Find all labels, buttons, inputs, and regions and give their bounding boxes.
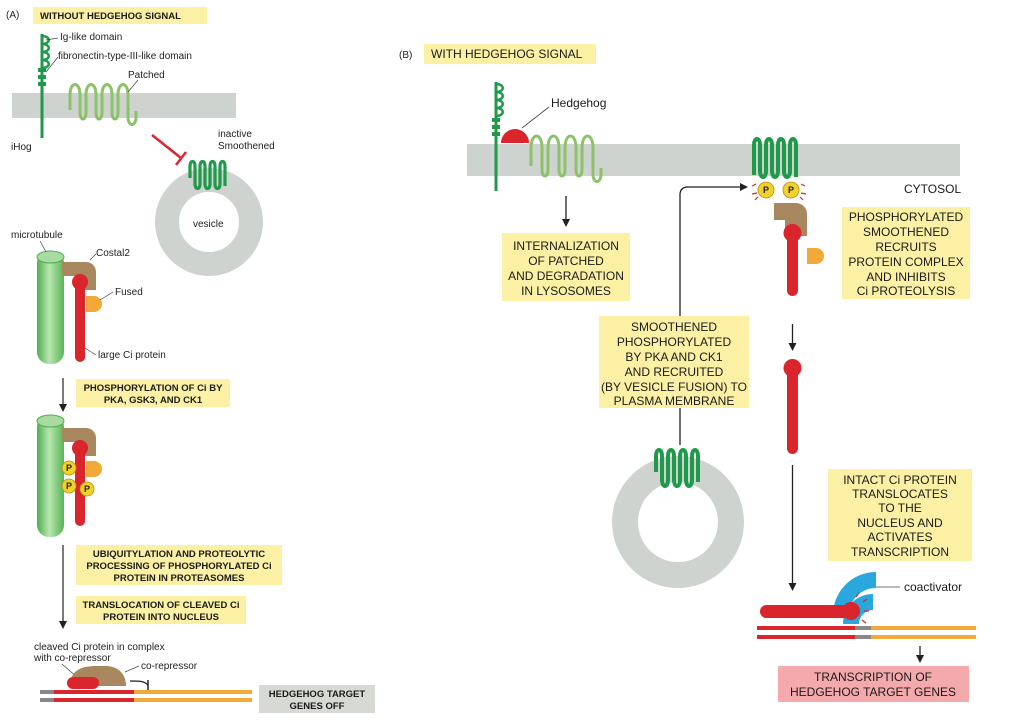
translocation-line-1: TRANSLOCATION OF CLEAVED Ci <box>83 600 240 611</box>
dna-a <box>40 690 252 702</box>
intact-ci-line-4: NUCLEUS AND <box>857 516 943 530</box>
active-smoothened-protein <box>752 137 798 179</box>
panel-b: (B) WITH HEDGEHOG SIGNAL CYTOSOL Hedgeho… <box>399 44 976 702</box>
dna-b <box>757 626 976 639</box>
ihog-receptor <box>38 34 50 138</box>
recruits-line-6: Ci PROTEOLYSIS <box>857 284 955 298</box>
large-ci-label: large Ci protein <box>98 350 166 361</box>
fused-protein-b <box>807 248 824 264</box>
recruits-line-5: AND INHIBITS <box>866 270 945 284</box>
translocation-line-2: PROTEIN INTO NUCLEUS <box>103 612 219 623</box>
panel-b-title: WITH HEDGEHOG SIGNAL <box>431 47 583 61</box>
patched-label-a: Patched <box>128 70 165 81</box>
genes-off-line-1: HEDGEHOG TARGET <box>269 689 366 700</box>
plasma-membrane-a <box>12 93 236 118</box>
hedgehog-ligand <box>501 129 529 143</box>
ci-activator-protein <box>760 605 856 618</box>
costal2-label: Costal2 <box>96 248 130 259</box>
fused-protein-2 <box>86 461 102 477</box>
cleaved-ci-label-2: with co-repressor <box>33 653 111 664</box>
patched-protein-a <box>68 83 138 126</box>
intact-ci-line-3: TO THE <box>878 501 922 515</box>
intact-ci-protein-2 <box>787 364 798 454</box>
smoothened-phos-line-6: PLASMA MEMBRANE <box>614 394 735 408</box>
microtubule-label: microtubule <box>11 230 63 241</box>
svg-text:P: P <box>84 484 90 494</box>
large-ci-protein <box>75 278 85 362</box>
smoothened-phos-line-1: SMOOTHENED <box>631 320 717 334</box>
svg-text:P: P <box>763 185 769 195</box>
recruits-line-3: RECRUITS <box>875 240 936 254</box>
internalization-line-2: OF PATCHED <box>528 254 604 268</box>
smoothened-phos-line-4: AND RECRUITED <box>625 365 724 379</box>
inactive-label: inactive <box>218 129 252 140</box>
ubiquitylation-line-2: PROCESSING OF PHOSPHORYLATED Ci <box>86 561 271 572</box>
phospho-group-b: P P <box>751 181 807 201</box>
intact-ci-protein-1 <box>787 229 798 296</box>
patched-protein-b <box>529 134 603 183</box>
ubiquitylation-line-1: UBIQUITYLATION AND PROTEOLYTIC <box>93 549 265 560</box>
ubiquitylation-step-box <box>76 545 282 585</box>
transcription-box <box>778 666 969 702</box>
panel-a-title: WITHOUT HEDGEHOG SIGNAL <box>40 11 181 22</box>
intact-ci-line-5: ACTIVATES <box>868 530 933 544</box>
smoothened-phos-line-5: (BY VESICLE FUSION) TO <box>601 380 747 394</box>
cleaved-ci-protein <box>67 677 99 689</box>
transcription-line-2: HEDGEHOG TARGET GENES <box>790 685 956 699</box>
cleaved-ci-label-1: cleaved Ci protein in complex <box>34 642 165 653</box>
ig-like-label: Ig-like domain <box>60 32 122 43</box>
intact-ci-line-2: TRANSLOCATES <box>852 487 948 501</box>
internalization-line-3: AND DEGRADATION <box>508 269 624 283</box>
panel-b-letter: (B) <box>399 50 412 61</box>
svg-text:P: P <box>66 463 72 473</box>
fused-label: Fused <box>115 287 143 298</box>
intact-ci-line-1: INTACT Ci PROTEIN <box>843 473 957 487</box>
translocation-step-box <box>76 596 246 624</box>
fibronectin-label: fibronectin-type-III-like domain <box>58 51 192 62</box>
microtubule-2 <box>37 415 64 537</box>
smoothened-phosphorylated-box <box>599 316 749 408</box>
smoothened-in-vesicle <box>654 448 700 488</box>
vesicle-label: vesicle <box>193 219 224 230</box>
genes-off-box <box>259 685 375 713</box>
internalization-box <box>502 233 630 301</box>
panel-a-letter: (A) <box>6 10 19 21</box>
phosphorylation-step-line-2: PKA, GSK3, AND CK1 <box>104 395 203 406</box>
panel-b-title-box <box>424 44 596 64</box>
recruits-line-1: PHOSPHORYLATED <box>849 210 964 224</box>
recruits-line-4: PROTEIN COMPLEX <box>848 255 963 269</box>
intact-ci-line-6: TRANSCRIPTION <box>851 545 949 559</box>
ihog-receptor-b <box>492 82 504 191</box>
intact-ci-box <box>828 469 972 561</box>
smoothened-label: Smoothened <box>218 141 275 152</box>
inactive-smoothened-protein <box>188 159 227 191</box>
corepressor-label: co-repressor <box>141 661 198 672</box>
phospho-group-a: P P P <box>61 460 95 497</box>
internalization-line-4: IN LYSOSOMES <box>521 284 611 298</box>
panel-a: (A) WITHOUT HEDGEHOG SIGNAL Ig-like doma… <box>6 7 375 713</box>
hedgehog-label: Hedgehog <box>551 96 606 110</box>
microtubule-1 <box>37 251 64 364</box>
svg-text:P: P <box>788 185 794 195</box>
ihog-label: iHog <box>11 142 32 153</box>
internalization-line-1: INTERNALIZATION <box>513 239 619 253</box>
recruits-line-2: SMOOTHENED <box>863 225 949 239</box>
svg-text:P: P <box>66 481 72 491</box>
transcription-line-1: TRANSCRIPTION OF <box>814 670 932 684</box>
panel-a-title-box <box>33 7 207 24</box>
smoothened-phos-line-2: PHOSPHORYLATED <box>617 335 732 349</box>
genes-off-line-2: GENES OFF <box>290 701 345 712</box>
coactivator-label: coactivator <box>904 580 962 594</box>
smoothened-phos-line-3: BY PKA AND CK1 <box>625 350 722 364</box>
phosphorylated-ci-protein <box>75 444 85 526</box>
cytosol-label: CYTOSOL <box>904 182 961 196</box>
fused-protein-1 <box>86 296 102 312</box>
phosphorylation-step-line-1: PHOSPHORYLATION OF Ci BY <box>84 383 223 394</box>
ubiquitylation-line-3: PROTEIN IN PROTEASOMES <box>114 573 245 584</box>
recruits-box <box>842 207 970 299</box>
phosphorylation-step-box <box>76 379 230 407</box>
